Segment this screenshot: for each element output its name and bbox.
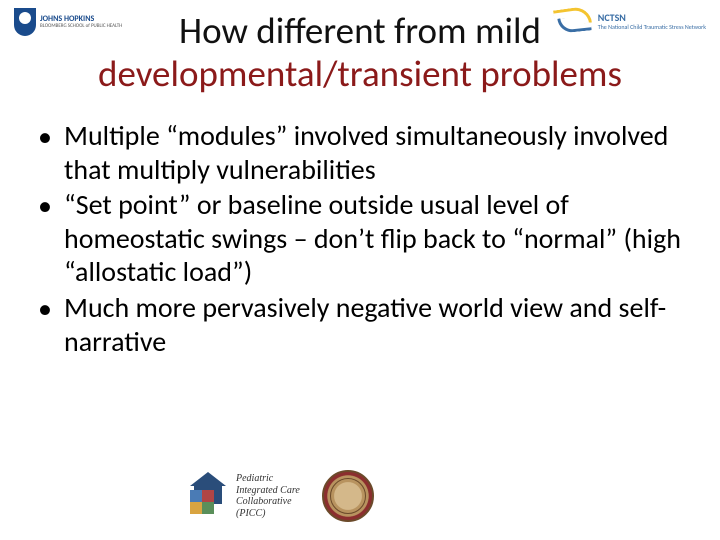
- jh-text-block: JOHNS HOPKINS BLOOMBERG SCHOOL of PUBLIC…: [40, 15, 122, 29]
- nctsn-text-block: NCTSN The National Child Traumatic Stres…: [598, 11, 706, 31]
- picc-line: Collaborative: [236, 496, 300, 508]
- list-item: • Much more pervasively negative world v…: [38, 291, 682, 358]
- johns-hopkins-logo: JOHNS HOPKINS BLOOMBERG SCHOOL of PUBLIC…: [14, 8, 122, 36]
- list-item: • “Set point” or baseline outside usual …: [38, 188, 682, 289]
- bullet-text: “Set point” or baseline outside usual le…: [64, 188, 682, 289]
- bullet-marker: •: [38, 119, 64, 186]
- jh-sub: BLOOMBERG SCHOOL of PUBLIC HEALTH: [40, 24, 122, 29]
- bullet-marker: •: [38, 291, 64, 358]
- bullet-list: • Multiple “modules” involved simultaneo…: [0, 95, 720, 358]
- shield-icon: [14, 8, 36, 36]
- title-line-1: How different from mild: [179, 8, 541, 53]
- picc-logo: Pediatric Integrated Care Collaborative …: [190, 473, 300, 519]
- bullet-text: Multiple “modules” involved simultaneous…: [64, 119, 682, 186]
- picc-line: (PICC): [236, 508, 300, 520]
- bullet-marker: •: [38, 188, 64, 289]
- list-item: • Multiple “modules” involved simultaneo…: [38, 119, 682, 186]
- bullet-text: Much more pervasively negative world vie…: [64, 291, 682, 358]
- title-line-2: developmental/transient problems: [98, 51, 622, 96]
- nctsn-full: The National Child Traumatic Stress Netw…: [598, 24, 706, 31]
- picc-icon: [190, 478, 230, 514]
- picc-text: Pediatric Integrated Care Collaborative …: [236, 473, 300, 519]
- footer-logos: Pediatric Integrated Care Collaborative …: [190, 470, 374, 522]
- nctsn-logo: NCTSN The National Child Traumatic Stres…: [554, 8, 706, 34]
- picc-line: Integrated Care: [236, 485, 300, 497]
- swoosh-icon: [554, 8, 592, 34]
- picc-line: Pediatric: [236, 473, 300, 485]
- tribal-seal-icon: [322, 470, 374, 522]
